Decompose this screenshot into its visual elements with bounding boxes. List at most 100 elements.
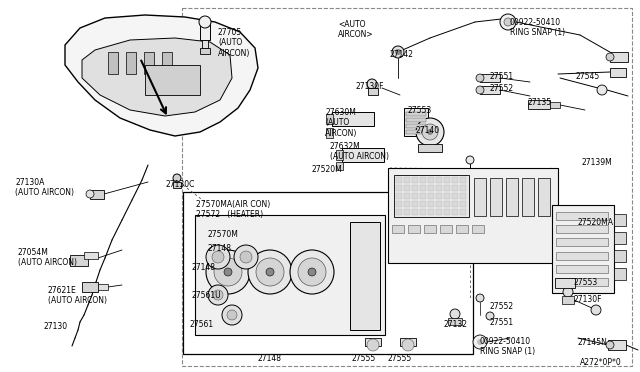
Text: 27148: 27148 — [258, 354, 282, 363]
Circle shape — [240, 251, 252, 263]
Text: 27552: 27552 — [490, 84, 514, 93]
Bar — [522, 178, 534, 216]
Bar — [460, 193, 466, 199]
Circle shape — [248, 250, 292, 294]
Bar — [326, 114, 333, 124]
Bar — [336, 162, 343, 170]
Bar — [555, 278, 575, 288]
Circle shape — [477, 339, 483, 345]
Bar — [428, 209, 434, 215]
Text: 27135: 27135 — [527, 98, 551, 107]
Bar — [556, 265, 608, 273]
Bar — [460, 177, 466, 183]
Bar — [556, 212, 608, 220]
Circle shape — [427, 129, 433, 135]
Circle shape — [466, 156, 474, 164]
Bar — [84, 252, 98, 259]
Bar — [436, 193, 442, 199]
Bar — [448, 318, 462, 325]
Bar — [82, 282, 98, 292]
Text: 27551: 27551 — [490, 318, 514, 327]
Bar — [444, 177, 450, 183]
Text: 27130F: 27130F — [573, 295, 602, 304]
Circle shape — [504, 18, 512, 26]
Circle shape — [476, 294, 484, 302]
Circle shape — [476, 74, 484, 82]
Bar — [440, 225, 452, 233]
Bar — [428, 201, 434, 207]
Circle shape — [476, 86, 484, 94]
Bar — [452, 185, 458, 191]
Circle shape — [563, 287, 573, 297]
Bar — [472, 225, 484, 233]
Bar — [412, 177, 418, 183]
Text: 27130F: 27130F — [355, 82, 383, 91]
Text: 27130A
(AUTO AIRCON): 27130A (AUTO AIRCON) — [15, 178, 74, 198]
Bar — [406, 112, 426, 116]
Bar — [396, 209, 402, 215]
Bar — [406, 124, 426, 128]
Circle shape — [308, 268, 316, 276]
Bar — [396, 201, 402, 207]
Text: 27520MA: 27520MA — [578, 218, 614, 227]
Text: 27130: 27130 — [44, 322, 68, 331]
Bar — [528, 100, 550, 109]
Bar — [394, 175, 469, 217]
Bar — [412, 185, 418, 191]
Circle shape — [416, 118, 444, 146]
Text: 27561U: 27561U — [192, 291, 221, 300]
Circle shape — [256, 258, 284, 286]
Circle shape — [173, 174, 181, 182]
Text: 27630M
(AUTO
AIRCON): 27630M (AUTO AIRCON) — [325, 108, 357, 138]
Circle shape — [86, 190, 94, 198]
Text: A272*0P*0: A272*0P*0 — [580, 358, 621, 367]
Text: 27570M: 27570M — [208, 230, 239, 239]
Text: 27145N: 27145N — [578, 338, 608, 347]
Circle shape — [486, 312, 494, 320]
Bar — [392, 225, 404, 233]
Bar — [404, 209, 410, 215]
Circle shape — [206, 250, 250, 294]
Circle shape — [214, 258, 242, 286]
Text: 27142: 27142 — [390, 50, 414, 59]
Text: 27570MA(AIR CON)
27572   (HEATER): 27570MA(AIR CON) 27572 (HEATER) — [196, 200, 270, 219]
Text: 27132: 27132 — [444, 320, 468, 329]
Circle shape — [395, 49, 401, 55]
Text: 27553: 27553 — [408, 106, 432, 115]
Bar — [436, 209, 442, 215]
Circle shape — [213, 290, 223, 300]
Bar — [452, 201, 458, 207]
Bar — [452, 193, 458, 199]
Bar — [474, 178, 486, 216]
Bar — [550, 102, 560, 108]
Bar — [428, 177, 434, 183]
Bar — [350, 222, 380, 330]
Bar — [173, 182, 181, 188]
Circle shape — [266, 268, 274, 276]
Bar — [90, 190, 104, 199]
Circle shape — [367, 79, 377, 89]
Bar — [460, 209, 466, 215]
Bar — [336, 150, 343, 160]
Text: 00922-50410
RING SNAP (1): 00922-50410 RING SNAP (1) — [480, 337, 535, 356]
Bar — [420, 193, 426, 199]
Circle shape — [234, 245, 258, 269]
Text: 27551: 27551 — [490, 72, 514, 81]
Bar — [610, 68, 626, 77]
Text: 27705
(AUTO
AIRCON): 27705 (AUTO AIRCON) — [218, 28, 250, 58]
Bar — [452, 177, 458, 183]
Circle shape — [298, 258, 326, 286]
Bar — [342, 148, 384, 162]
Bar — [614, 268, 626, 280]
Bar — [424, 225, 436, 233]
Circle shape — [450, 309, 460, 319]
Text: 27054M
(AUTO AIRCON): 27054M (AUTO AIRCON) — [18, 248, 77, 267]
Bar — [406, 118, 426, 122]
Bar — [70, 255, 88, 266]
Circle shape — [597, 85, 607, 95]
Bar — [436, 177, 442, 183]
Bar — [412, 193, 418, 199]
Text: 27545: 27545 — [575, 72, 599, 81]
Bar — [608, 340, 626, 350]
Bar — [556, 252, 608, 260]
